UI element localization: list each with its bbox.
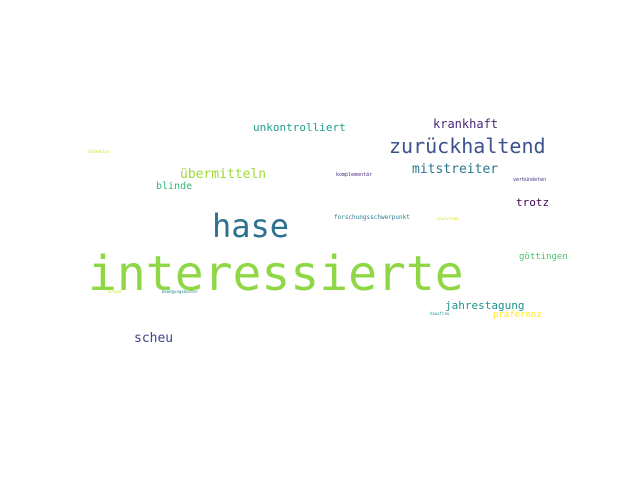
word-komplementaer: komplementär xyxy=(336,172,373,178)
word-verbuendeten: verbündeten xyxy=(513,177,547,183)
word-unwirksam: unwirksam xyxy=(437,216,459,221)
word-unkontrolliert: unkontrolliert xyxy=(253,121,346,134)
word-blinde: blinde xyxy=(156,181,193,192)
word-hase: hase xyxy=(212,207,290,245)
word-trotz: trotz xyxy=(516,196,550,209)
word-jahrestagung: jahrestagung xyxy=(445,299,525,312)
word-uebermitteln: übermitteln xyxy=(180,167,267,182)
word-praeferenz: präferenz xyxy=(493,310,542,320)
word-krankhaft: krankhaft xyxy=(433,117,499,131)
word-forschungsschwerpunkt: forschungsschwerpunkt xyxy=(334,214,410,221)
word-lueckenlos: lückenlos xyxy=(88,149,110,154)
word-scheu: scheu xyxy=(134,331,174,346)
word-goettingen: göttingen xyxy=(519,252,568,262)
word-koerper: körper xyxy=(108,289,123,294)
word-mitstreiter: mitstreiter xyxy=(412,162,499,177)
word-bewegungsmuster: bewegungsmuster xyxy=(162,289,199,294)
word-zurueckhaltend: zurückhaltend xyxy=(389,134,546,158)
word-hausfrau: hausfrau xyxy=(430,311,450,316)
word-interessierte: interessierte xyxy=(88,246,464,302)
